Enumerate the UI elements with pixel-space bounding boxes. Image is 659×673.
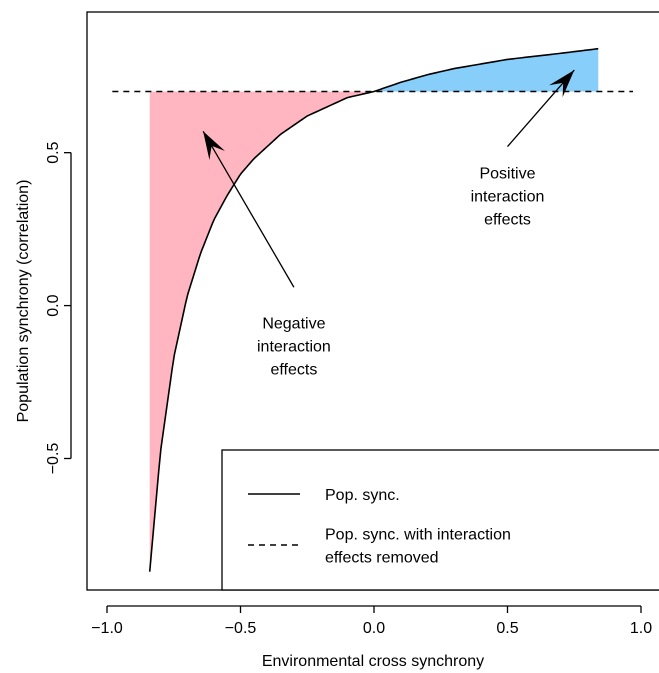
x-tick-label: 0.5: [496, 620, 518, 637]
annotation-text-line: interaction: [257, 338, 331, 355]
series-lines: [112, 47, 633, 572]
x-tick-label: −0.5: [225, 620, 257, 637]
series-line-solid: [148, 47, 599, 572]
annotations: Negative interaction effects Positive intera…: [202, 69, 575, 378]
x-tick-label: 0.0: [363, 620, 385, 637]
x-axis-label: Environmental cross synchrony: [262, 653, 484, 670]
shaded-region-negative: [149, 91, 374, 572]
annotation-text-line: effects: [270, 361, 317, 378]
shaded-region-positive: [374, 48, 599, 92]
x-tick-label: −1.0: [91, 620, 123, 637]
annotation-text-line: Negative: [262, 315, 325, 332]
y-axis: −0.5 0.0 0.5: [45, 141, 72, 475]
annotation-text-line: Positive: [479, 165, 535, 182]
x-axis: −1.0 −0.5 0.0 0.5 1.0: [91, 605, 652, 637]
legend-label: Pop. sync.: [325, 487, 400, 504]
x-tick-label: 1.0: [630, 620, 652, 637]
shaded-regions: [149, 48, 599, 572]
legend-label: Pop. sync. with interaction: [325, 527, 511, 544]
annotation-text-line: effects: [484, 211, 531, 228]
y-tick-label: −0.5: [45, 443, 62, 475]
y-axis-label: Population synchrony (correlation): [15, 180, 32, 423]
annotation-arrow-line: [507, 69, 575, 147]
annotation-arrow-line: [202, 130, 295, 288]
y-tick-label: 0.0: [45, 294, 62, 316]
annotation-arrowhead: [203, 131, 225, 160]
legend: Pop. sync. Pop. sync. with interaction eff…: [221, 449, 659, 591]
y-tick-label: 0.5: [45, 141, 62, 163]
legend-label: effects removed: [325, 550, 439, 567]
annotation-arrowhead: [549, 70, 575, 98]
legend-box: [221, 449, 659, 591]
annotation-text-line: interaction: [471, 188, 545, 205]
